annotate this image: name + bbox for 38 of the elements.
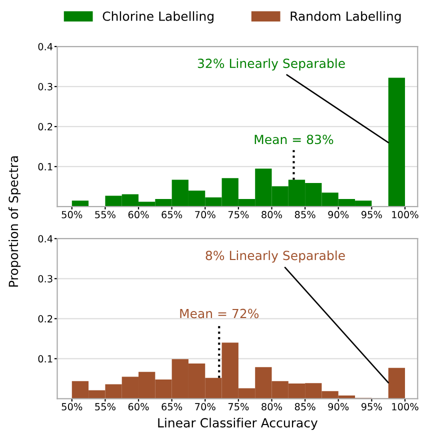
x-tick-label: 70% [195, 403, 216, 410]
x-axis-title: Linear Classifier Accuracy [158, 418, 318, 430]
y-tick-label: 0.4 [38, 235, 53, 242]
y-tick-label: 0.4 [38, 42, 53, 50]
y-tick-label: 0.2 [38, 315, 52, 322]
x-tick-label: 90% [328, 210, 349, 218]
x-tick-label: 100% [392, 210, 418, 218]
annotation: 32% Linearly Separable [198, 58, 345, 71]
x-tick-label: 80% [262, 403, 282, 410]
legend-label: Chlorine Labelling [102, 11, 214, 24]
y-tick-label: 0.3 [38, 275, 52, 282]
x-tick-label: 90% [328, 403, 349, 410]
x-tick-label: 55% [95, 403, 116, 410]
x-tick-label: 55% [95, 210, 116, 218]
x-tick-label: 75% [228, 210, 249, 218]
x-tick-label: 70% [195, 210, 216, 218]
x-tick-label: 50% [62, 403, 82, 410]
y-tick-label: 0.1 [38, 355, 52, 363]
x-tick-label: 80% [262, 210, 282, 218]
x-tick-label: 60% [128, 210, 149, 218]
x-tick-label: 85% [294, 210, 316, 218]
annotation: 8% Linearly Separable [206, 250, 345, 263]
ref-line-label: Mean = 72% [180, 308, 259, 318]
legend-label: Random Labelling [290, 11, 401, 24]
x-tick-label: 65% [162, 210, 182, 218]
x-tick-label: 60% [128, 403, 149, 410]
x-tick-label: 65% [162, 403, 182, 410]
x-tick-label: 85% [294, 403, 316, 410]
y-tick-label: 0.2 [38, 123, 52, 130]
x-tick-label: 75% [228, 403, 249, 410]
y-tick-label: 0.3 [38, 83, 52, 90]
y-tick-label: 0.1 [38, 163, 52, 170]
x-tick-label: 95% [361, 210, 382, 218]
ref-line-label: Mean = 83% [254, 134, 334, 144]
x-tick-label: 100% [392, 403, 418, 410]
x-tick-label: 95% [361, 403, 382, 410]
y-axis-title: Proportion of Spectra [8, 156, 21, 287]
x-tick-label: 50% [62, 210, 82, 218]
